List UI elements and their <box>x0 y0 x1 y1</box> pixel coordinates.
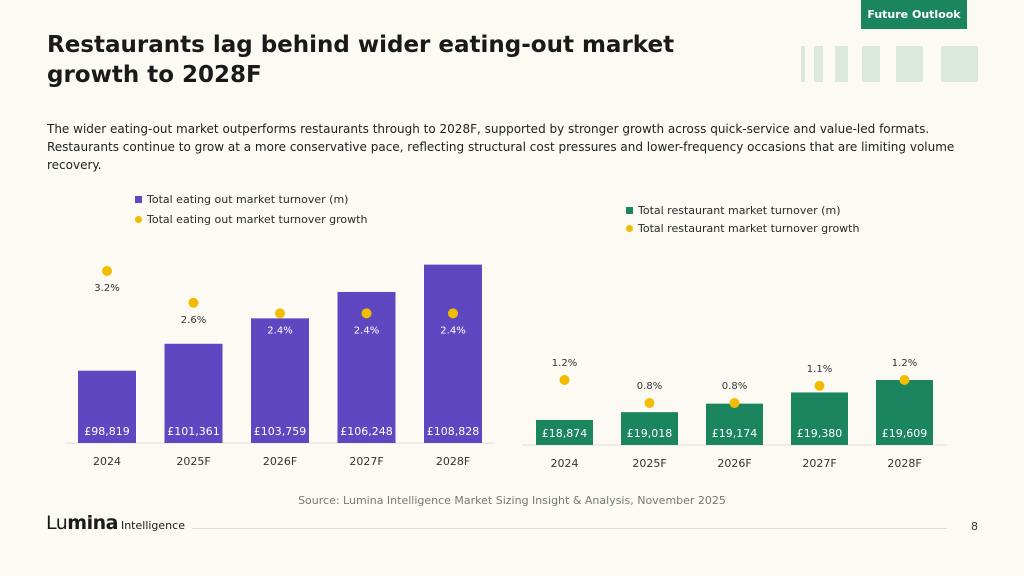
x-tick-label: 2024 <box>551 457 579 470</box>
growth-label: 2.6% <box>181 315 206 326</box>
legend-label: Total restaurant market turnover growth <box>638 222 860 235</box>
footer-divider <box>192 528 947 529</box>
bar-value-label: £19,174 <box>712 427 758 440</box>
growth-point <box>275 308 285 319</box>
logo: Lumina Intelligence <box>46 512 185 534</box>
bar-value-label: £103,759 <box>254 425 307 438</box>
legend-swatch <box>135 196 142 203</box>
page-number: 8 <box>971 520 978 533</box>
decorative-bar <box>801 46 805 82</box>
decorative-bar <box>896 46 923 82</box>
bar-value-label: £19,380 <box>797 427 843 440</box>
legend-swatch <box>626 207 633 214</box>
page-title: Restaurants lag behind wider eating-out … <box>47 32 675 88</box>
logo-text: Lu <box>46 512 68 534</box>
growth-label: 3.2% <box>94 283 119 294</box>
decorative-bar <box>862 46 880 82</box>
bar <box>791 392 848 445</box>
growth-label: 2.4% <box>267 325 292 336</box>
growth-label: 1.1% <box>807 364 832 375</box>
decorative-bar <box>835 46 848 82</box>
growth-label: 1.2% <box>552 358 577 369</box>
legend-item: Total eating out market turnover (m) <box>135 193 348 206</box>
growth-point <box>361 308 372 319</box>
legend-item: Total restaurant market turnover (m) <box>626 204 840 217</box>
growth-label: 1.2% <box>892 358 917 369</box>
growth-point <box>814 380 825 391</box>
x-tick-label: 2028F <box>436 455 470 468</box>
bar-value-label: £18,874 <box>542 427 588 440</box>
growth-label: 2.4% <box>440 325 465 336</box>
bar-value-label: £98,819 <box>84 425 130 438</box>
growth-point <box>102 266 112 276</box>
section-tag: Future Outlook <box>861 0 967 29</box>
legend-label: Total eating out market turnover growth <box>147 213 368 226</box>
decorative-bar <box>941 46 978 82</box>
legend-dot <box>135 216 142 223</box>
bar <box>78 370 136 443</box>
bar <box>706 403 763 445</box>
source-note: Source: Lumina Intelligence Market Sizin… <box>298 494 726 507</box>
growth-point <box>559 375 570 385</box>
bar-value-label: £19,018 <box>627 427 673 440</box>
x-tick-label: 2025F <box>176 455 210 468</box>
x-tick-label: 2027F <box>349 455 383 468</box>
growth-label: 2.4% <box>354 325 379 336</box>
bar-value-label: £108,828 <box>427 425 480 438</box>
legend-item: Total eating out market turnover growth <box>135 213 367 226</box>
x-tick-label: 2025F <box>632 457 666 470</box>
bar <box>164 343 223 443</box>
growth-point <box>729 398 740 408</box>
intro-text: The wider eating-out market outperforms … <box>47 122 955 172</box>
logo-text-bold: mina <box>67 512 118 534</box>
growth-label: 0.8% <box>637 381 662 392</box>
legend-label: Total eating out market turnover (m) <box>147 193 349 206</box>
bar-value-label: £106,248 <box>340 425 393 438</box>
bar <box>536 419 593 445</box>
growth-point <box>644 398 655 408</box>
bar-value-label: £19,609 <box>882 427 928 440</box>
logo-subtext: Intelligence <box>120 519 185 532</box>
bar <box>251 318 309 443</box>
x-tick-label: 2027F <box>802 457 836 470</box>
x-tick-label: 2026F <box>263 455 297 468</box>
legend-dot <box>626 225 633 232</box>
bar <box>621 412 678 445</box>
x-tick-label: 2024 <box>93 455 121 468</box>
bar <box>876 379 933 445</box>
bar-value-label: £101,361 <box>167 425 220 438</box>
growth-point <box>448 308 458 319</box>
growth-label: 0.8% <box>722 381 747 392</box>
growth-point <box>188 297 199 308</box>
x-tick-label: 2026F <box>717 457 751 470</box>
growth-point <box>899 375 910 385</box>
decorative-bar <box>814 46 823 82</box>
legend-label: Total restaurant market turnover (m) <box>638 204 841 217</box>
bar <box>424 264 482 443</box>
x-tick-label: 2028F <box>887 457 921 470</box>
legend-item: Total restaurant market turnover growth <box>626 222 859 235</box>
